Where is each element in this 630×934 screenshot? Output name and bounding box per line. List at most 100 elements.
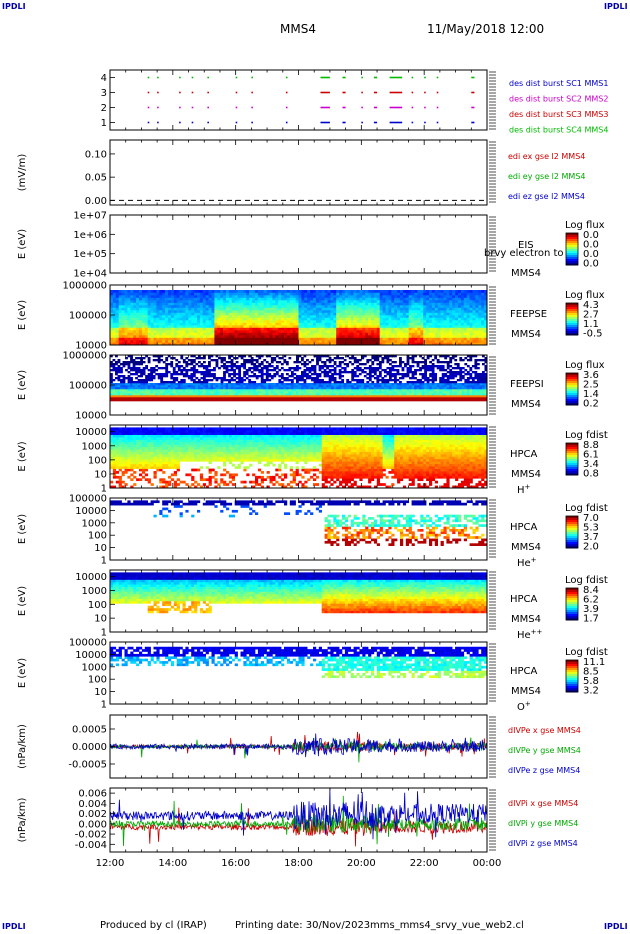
feepse-cell: [437, 330, 441, 333]
feepsi-cell: [316, 389, 319, 392]
feepsi-cell: [361, 363, 365, 366]
feepsi-cell: [127, 355, 131, 358]
feepse-cell: [301, 322, 305, 326]
feepsi-cell: [323, 385, 327, 388]
feepse-cell: [118, 305, 122, 308]
feepse-cell: [362, 340, 366, 343]
feepsi-cell: [120, 387, 123, 390]
feepsi-cell: [328, 387, 332, 390]
feepsi-cell: [130, 369, 133, 372]
feepse-cell: [223, 297, 227, 301]
feepse-cell: [110, 290, 114, 293]
feepse-cell: [284, 292, 288, 296]
eis-colorbar-cell: [566, 253, 578, 256]
feepse-cell: [130, 330, 134, 333]
feepse-cell: [478, 325, 482, 328]
feepse-cell: [455, 290, 459, 293]
feepsi-cell: [311, 365, 314, 368]
feepse-cell: [281, 297, 285, 301]
feepsi-cell: [258, 399, 262, 402]
feepse-cell: [202, 337, 206, 341]
edi-legend-entry: edi ey gse l2 MMS4: [508, 172, 586, 181]
feepse-cell: [226, 292, 230, 296]
feepsi-cell: [238, 391, 241, 394]
feepse-cell: [472, 300, 476, 303]
feepse-cell: [147, 325, 151, 328]
feepsi-cell: [120, 399, 123, 402]
feepse-cell: [217, 315, 221, 318]
feepse-cell: [263, 315, 267, 318]
feepsi-cell: [152, 383, 156, 386]
feepse-cell: [353, 325, 357, 328]
feepsi-cell: [223, 393, 226, 396]
feepsi-cell: [303, 369, 307, 372]
feepsi-cell: [253, 365, 257, 368]
feepse-cell: [144, 297, 148, 301]
feepse-cell: [249, 317, 253, 321]
feepse-cell: [310, 307, 314, 311]
feepse-cell: [318, 300, 322, 303]
feepsi-cell: [333, 361, 337, 364]
feepse-cell: [217, 312, 221, 316]
feepsi-cell: [255, 395, 259, 398]
feepsi-cell: [220, 383, 224, 386]
feepse-cell: [191, 322, 195, 326]
feepsi-cell: [228, 385, 231, 388]
feepsi-cell: [348, 389, 352, 392]
feepsi-cell: [192, 367, 196, 370]
burst-interval-sc3: [235, 91, 238, 94]
feepsi-cell: [177, 369, 181, 372]
feepsi-cell: [290, 379, 294, 382]
feepse-cell: [223, 300, 227, 303]
feepse-cell: [321, 310, 325, 313]
feepsi-cell: [170, 397, 174, 400]
feepse-cell: [327, 290, 331, 293]
feepse-cell: [289, 312, 293, 316]
feepsi-cell: [132, 373, 136, 376]
feepse-cell: [449, 297, 453, 301]
feepse-cell: [443, 295, 447, 298]
feepsi-cell: [223, 373, 226, 376]
feepse-cell: [449, 317, 453, 321]
feepse-cell: [298, 337, 302, 341]
feepsi-cell: [361, 391, 365, 394]
feepse-cell: [255, 305, 259, 308]
feepsi-cell: [318, 395, 322, 398]
feepsi-cell: [328, 379, 332, 382]
feepse-cell: [460, 300, 465, 303]
feepsi-cell: [265, 383, 269, 386]
feepsi-cell: [167, 397, 171, 400]
feepsi-cell: [147, 385, 151, 388]
feepse-cell: [292, 330, 296, 333]
feepsi-cell: [351, 391, 355, 394]
feepse-cell: [240, 320, 244, 323]
feepsi-cell: [308, 367, 312, 370]
feepsi-cell: [225, 387, 229, 390]
feepse-cell: [443, 327, 447, 331]
feepse-cell: [481, 312, 485, 316]
burst-interval-sc1: [361, 121, 363, 124]
feepsi-cell: [205, 397, 209, 400]
feepsi-cell: [223, 367, 226, 370]
feepse-cell: [188, 297, 192, 301]
feepsi-cell: [213, 389, 216, 392]
feepse-cell: [463, 332, 467, 336]
feepsi-cell: [333, 371, 337, 374]
feepsi-cell: [263, 391, 267, 394]
feepsi-cell: [235, 361, 239, 364]
feepse-cell: [376, 317, 380, 321]
feepsi-cell: [147, 377, 151, 380]
feepse-cell: [240, 307, 244, 311]
feepsi-cell: [185, 383, 189, 386]
feepse-cell: [356, 335, 360, 338]
feepse-cell: [431, 322, 436, 326]
feepsi-cell: [240, 387, 244, 390]
feepsi-cell: [313, 383, 317, 386]
feepsi-cell: [318, 369, 322, 372]
feepsi-cell: [338, 389, 342, 392]
feepsi-cell: [182, 393, 186, 396]
feepse-cell: [240, 322, 244, 326]
feepse-cell: [402, 325, 407, 328]
burst-interval-sc2: [179, 106, 181, 109]
feepse-cell: [371, 317, 375, 321]
